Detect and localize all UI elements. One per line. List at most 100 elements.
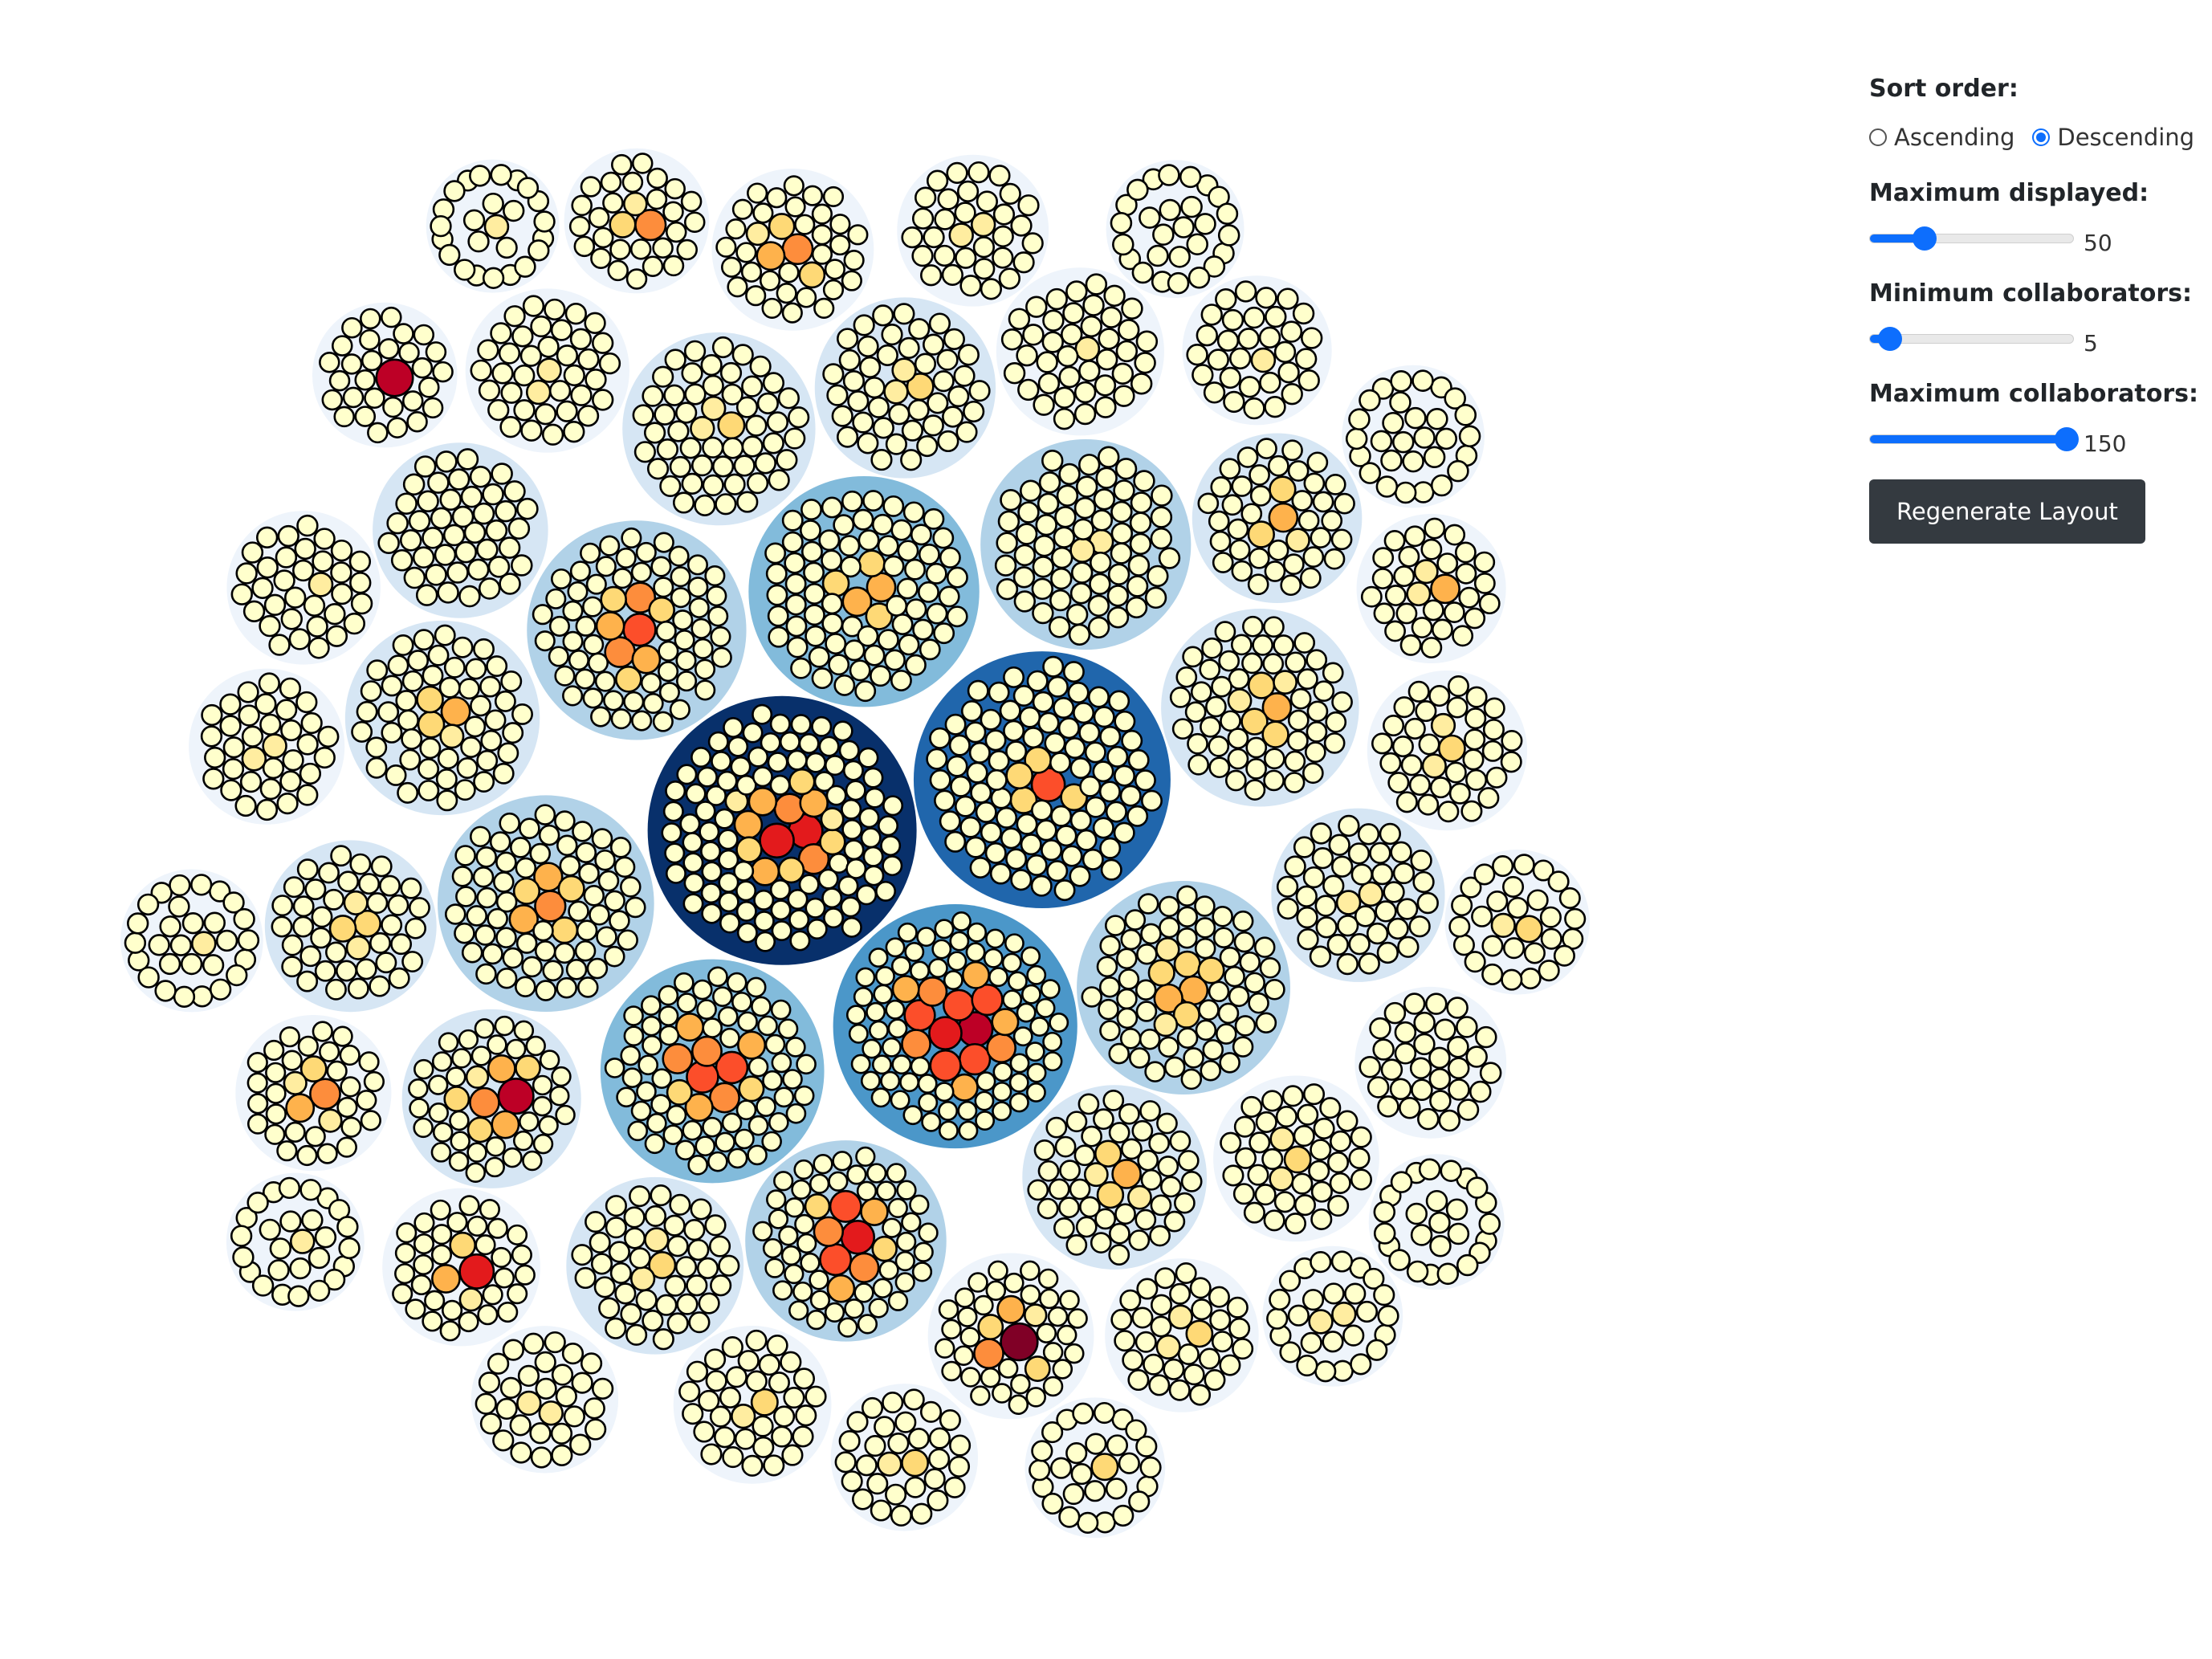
collaborator-node[interactable] [662,801,684,822]
collaborator-node[interactable] [356,1090,377,1111]
collaborator-node[interactable] [325,625,348,647]
collaborator-node[interactable] [682,1119,703,1141]
collaborator-node[interactable] [1045,287,1068,311]
collaborator-node[interactable] [1220,1131,1242,1154]
collaborator-node[interactable] [127,912,149,935]
collaborator-node[interactable] [1348,1147,1371,1169]
collaborator-node[interactable] [439,1320,461,1342]
collaborator-node[interactable] [1114,1203,1136,1225]
collaborator-node[interactable] [1004,933,1025,954]
collaborator-node[interactable] [863,377,886,399]
collaborator-node[interactable] [1238,376,1261,398]
collaborator-node[interactable] [482,267,505,289]
collaborator-node[interactable] [1118,319,1140,341]
collaborator-node[interactable] [710,1274,732,1297]
collaborator-node[interactable] [1131,1306,1154,1329]
collaborator-node[interactable] [1293,1194,1316,1217]
collaborator-node[interactable] [788,1300,809,1321]
collaborator-node[interactable] [1176,906,1199,928]
collaborator-node[interactable] [752,1436,775,1458]
collaborator-node[interactable] [246,1072,268,1094]
collaborator-node[interactable] [513,399,536,422]
collaborator-node[interactable] [1284,750,1306,772]
collaborator-node[interactable] [451,1048,472,1069]
collaborator-node[interactable] [1085,796,1107,818]
ascending-radio[interactable] [1869,128,1887,146]
collaborator-node[interactable] [427,471,450,494]
team-group[interactable] [1105,1258,1259,1412]
collaborator-node[interactable] [852,411,874,434]
collaborator-node[interactable] [325,941,347,964]
collaborator-node[interactable] [1077,1511,1099,1534]
collaborator-node[interactable] [937,188,959,210]
collaborator-node[interactable] [1345,427,1368,450]
collaborator-node[interactable] [515,857,537,879]
collaborator-node[interactable] [498,342,521,365]
collaborator-node[interactable] [776,449,798,471]
collaborator-node[interactable] [1350,1353,1372,1376]
collaborator-node[interactable] [996,532,1018,554]
collaborator-node[interactable] [629,1185,651,1208]
collaborator-node[interactable] [836,426,859,448]
collaborator-node[interactable] [1008,1394,1029,1416]
collaborator-node[interactable] [771,920,792,942]
collaborator-node[interactable] [466,905,487,927]
collaborator-node[interactable] [857,1314,878,1335]
collaborator-node[interactable] [1208,735,1230,757]
team-group[interactable] [711,168,874,331]
collaborator-node[interactable] [706,585,727,607]
team-group[interactable] [647,695,917,965]
collaborator-node[interactable] [308,572,334,597]
collaborator-node[interactable] [124,931,147,954]
collaborator-node[interactable] [1056,344,1079,368]
collaborator-node[interactable] [967,1272,988,1293]
collaborator-node[interactable] [1310,822,1332,845]
collaborator-node[interactable] [438,1032,459,1053]
collaborator-node[interactable] [821,496,843,519]
collaborator-node[interactable] [1093,1401,1116,1425]
collaborator-node[interactable] [891,357,917,383]
collaborator-node[interactable] [571,194,593,217]
collaborator-node[interactable] [902,1388,925,1411]
collaborator-node[interactable] [1384,585,1407,606]
collaborator-node[interactable] [499,416,522,438]
collaborator-node[interactable] [396,1222,418,1244]
collaborator-node[interactable] [472,502,495,525]
collaborator-node[interactable] [1363,1267,1385,1290]
collaborator-node[interactable] [1037,1268,1059,1290]
collaborator-node[interactable] [1093,1108,1114,1131]
collaborator-node[interactable] [528,239,550,262]
collaborator-node[interactable] [203,911,226,934]
collaborator-node[interactable] [1261,1090,1284,1112]
collaborator-node[interactable] [1391,430,1415,454]
collaborator-node[interactable] [1032,556,1054,578]
collaborator-node[interactable] [1302,866,1326,889]
collaborator-node[interactable] [846,1411,869,1433]
collaborator-node[interactable] [1397,935,1420,958]
collaborator-node[interactable] [1140,923,1162,945]
collaborator-node[interactable] [465,1065,490,1089]
collaborator-node[interactable] [665,780,686,801]
collaborator-node[interactable] [1403,993,1426,1015]
collaborator-node[interactable] [458,1253,495,1290]
collaborator-node[interactable] [719,361,743,385]
collaborator-node[interactable] [1285,651,1306,674]
collaborator-node[interactable] [1443,601,1465,623]
collaborator-node[interactable] [548,646,569,667]
collaborator-node[interactable] [941,1319,962,1340]
collaborator-node[interactable] [1465,1046,1488,1068]
collaborator-node[interactable] [154,980,177,1002]
collaborator-node[interactable] [458,678,480,700]
collaborator-node[interactable] [408,1078,429,1099]
collaborator-node[interactable] [890,519,913,541]
collaborator-node[interactable] [687,1238,710,1262]
collaborator-node[interactable] [398,341,420,364]
collaborator-node[interactable] [1069,1178,1091,1200]
collaborator-node[interactable] [437,748,459,770]
collaborator-node[interactable] [1125,596,1148,619]
collaborator-node[interactable] [779,731,800,752]
collaborator-node[interactable] [1322,874,1345,897]
collaborator-node[interactable] [1540,927,1562,950]
collaborator-node[interactable] [1417,1107,1440,1131]
collaborator-node[interactable] [418,377,440,398]
